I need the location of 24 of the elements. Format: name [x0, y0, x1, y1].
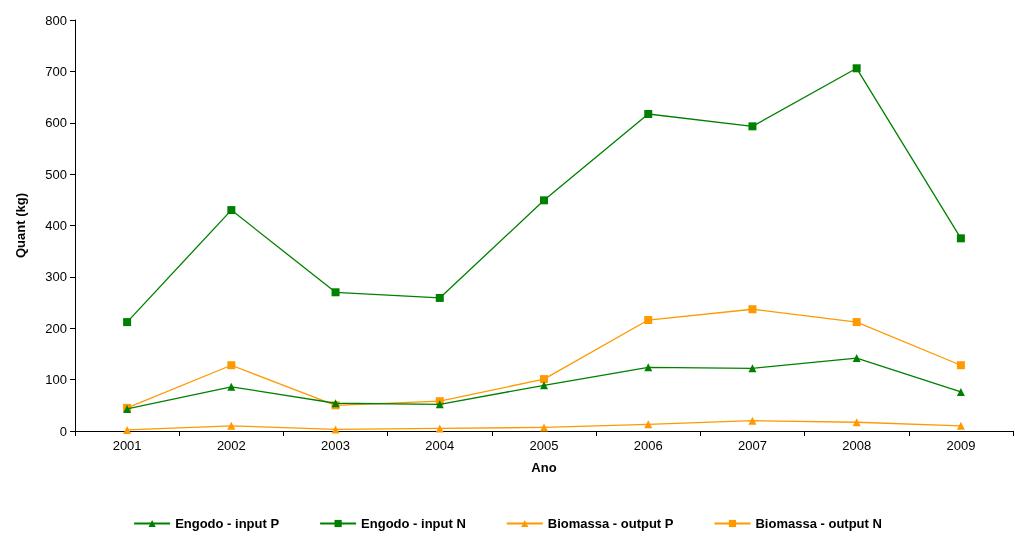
- x-tick-label: 2003: [321, 438, 351, 453]
- legend-label: Biomassa - output N: [755, 516, 882, 531]
- y-tick-label: 700: [45, 63, 67, 79]
- y-tick-label: 400: [45, 218, 67, 233]
- x-tick-label: 2007: [737, 438, 767, 453]
- y-tick-label: 300: [45, 269, 67, 285]
- y-tick-label: 100: [45, 372, 67, 388]
- x-tick-label: 2009: [946, 438, 976, 453]
- y-tick-label: 600: [45, 115, 67, 131]
- x-tick-label: 2004: [425, 438, 455, 453]
- legend-label: Biomassa - output P: [547, 516, 674, 531]
- legend-label: Engodo - input P: [175, 516, 280, 531]
- x-tick-label: 2006: [633, 438, 663, 453]
- y-tick-label: 0: [59, 423, 67, 439]
- x-tick-label: 2002: [216, 438, 246, 453]
- y-tick-label: 500: [45, 166, 67, 182]
- y-tick-label: 800: [45, 12, 67, 28]
- x-tick-label: 2005: [529, 438, 559, 453]
- legend-label: Engodo - input N: [361, 516, 466, 531]
- y-axis-title: Quant (kg): [13, 193, 28, 258]
- x-tick-label: 2008: [842, 438, 872, 453]
- y-tick-label: 200: [45, 320, 67, 336]
- x-axis-title: Ano: [531, 460, 557, 475]
- x-tick-label: 2001: [112, 438, 142, 453]
